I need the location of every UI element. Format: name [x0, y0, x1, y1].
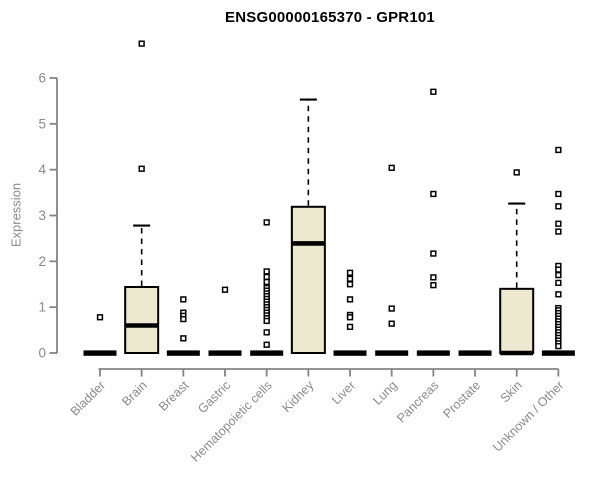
- boxplot-group-brain: [124, 40, 160, 355]
- outlier-point: [430, 274, 437, 281]
- zero-box-liver: [333, 350, 367, 356]
- chart-title: ENSG00000165370 - GPR101: [225, 9, 435, 26]
- x-tick-label-unknown-other: Unknown / Other: [490, 378, 566, 454]
- outlier-point: [388, 164, 395, 171]
- outlier-point: [346, 323, 354, 331]
- y-tick-label-0: 0: [38, 346, 46, 361]
- zero-box-pancreas: [416, 350, 450, 356]
- outlier-point: [430, 282, 437, 289]
- y-tick-label-2: 2: [38, 254, 46, 269]
- outlier-point: [430, 190, 437, 198]
- y-tick-label-3: 3: [38, 208, 46, 223]
- y-tick-label-5: 5: [38, 116, 46, 131]
- outlier-point: [388, 320, 395, 327]
- x-tick-label-liver: Liver: [329, 378, 358, 407]
- outlier-point: [555, 220, 562, 227]
- outlier-point: [263, 341, 270, 348]
- zero-box-lung: [375, 350, 409, 356]
- outlier-point: [555, 190, 562, 198]
- x-tick-label-gastric: Gastric: [195, 378, 233, 416]
- outlier-point: [346, 314, 354, 321]
- y-tick-label-1: 1: [38, 300, 46, 315]
- outlier-point: [263, 329, 270, 336]
- zero-box-prostate: [458, 350, 492, 356]
- boxplot-group-bladder: [83, 314, 117, 356]
- outlier-point: [346, 269, 354, 276]
- outlier-point: [555, 291, 562, 298]
- outlier-point: [180, 296, 187, 303]
- outlier-point: [346, 296, 354, 303]
- boxplot-group-kidney: [290, 98, 326, 354]
- box-brain: [124, 286, 160, 355]
- boxplot-group-breast: [166, 296, 200, 356]
- boxplot-group-liver: [333, 269, 367, 356]
- box-skin: [499, 287, 535, 354]
- outlier-point: [263, 268, 270, 275]
- x-tick-label-pancreas: Pancreas: [394, 378, 441, 425]
- x-tick-label-kidney: Kidney: [280, 378, 317, 415]
- x-tick-label-skin: Skin: [498, 378, 525, 405]
- y-tick-label-4: 4: [38, 162, 46, 177]
- boxplot-group-prostate: [458, 350, 492, 356]
- outlier-point: [346, 275, 354, 282]
- outlier-point: [138, 165, 145, 172]
- outlier-point: [388, 305, 395, 312]
- outlier-point: [346, 281, 354, 288]
- zero-box-breast: [166, 350, 200, 356]
- outlier-point: [555, 266, 562, 273]
- x-tick-label-prostate: Prostate: [440, 378, 483, 421]
- boxplot-group-gastric: [208, 286, 242, 356]
- y-axis-label: Expression: [8, 182, 24, 248]
- outlier-point: [555, 271, 562, 279]
- outlier-point: [430, 250, 437, 257]
- outlier-point: [555, 279, 562, 287]
- outlier-point: [555, 203, 562, 210]
- outlier-point: [263, 219, 270, 226]
- x-tick-label-hematopoietic-cells: Hematopoietic cells: [188, 378, 275, 465]
- outlier-point: [555, 342, 562, 350]
- outlier-point: [180, 335, 187, 342]
- outlier-point: [555, 146, 562, 154]
- outlier-point: [138, 40, 145, 47]
- x-tick-label-brain: Brain: [119, 378, 150, 409]
- outlier-point: [180, 315, 187, 323]
- outlier-point: [96, 314, 104, 321]
- x-tick-label-breast: Breast: [156, 378, 192, 414]
- outlier-point: [263, 273, 270, 281]
- outlier-point: [555, 228, 562, 235]
- boxplot-group-pancreas: [416, 88, 450, 356]
- zero-box-gastric: [208, 350, 242, 356]
- outlier-point: [263, 317, 270, 325]
- x-tick-label-lung: Lung: [370, 378, 400, 408]
- boxplot-group-hematopoietic-cells: [250, 219, 284, 356]
- outlier-point: [430, 88, 437, 95]
- outlier-point: [221, 286, 229, 293]
- box-kidney: [290, 205, 326, 354]
- zero-box-hematopoietic-cells: [250, 350, 284, 356]
- boxplot-group-skin: [499, 169, 535, 356]
- boxplot-group-unknown-other: [541, 146, 575, 356]
- boxplot-group-lung: [375, 164, 409, 356]
- outlier-point: [263, 278, 270, 286]
- zero-box-bladder: [83, 350, 117, 356]
- zero-box-unknown-other: [541, 350, 575, 356]
- y-tick-label-6: 6: [38, 71, 46, 86]
- outlier-point: [513, 169, 520, 176]
- x-tick-label-bladder: Bladder: [68, 378, 108, 418]
